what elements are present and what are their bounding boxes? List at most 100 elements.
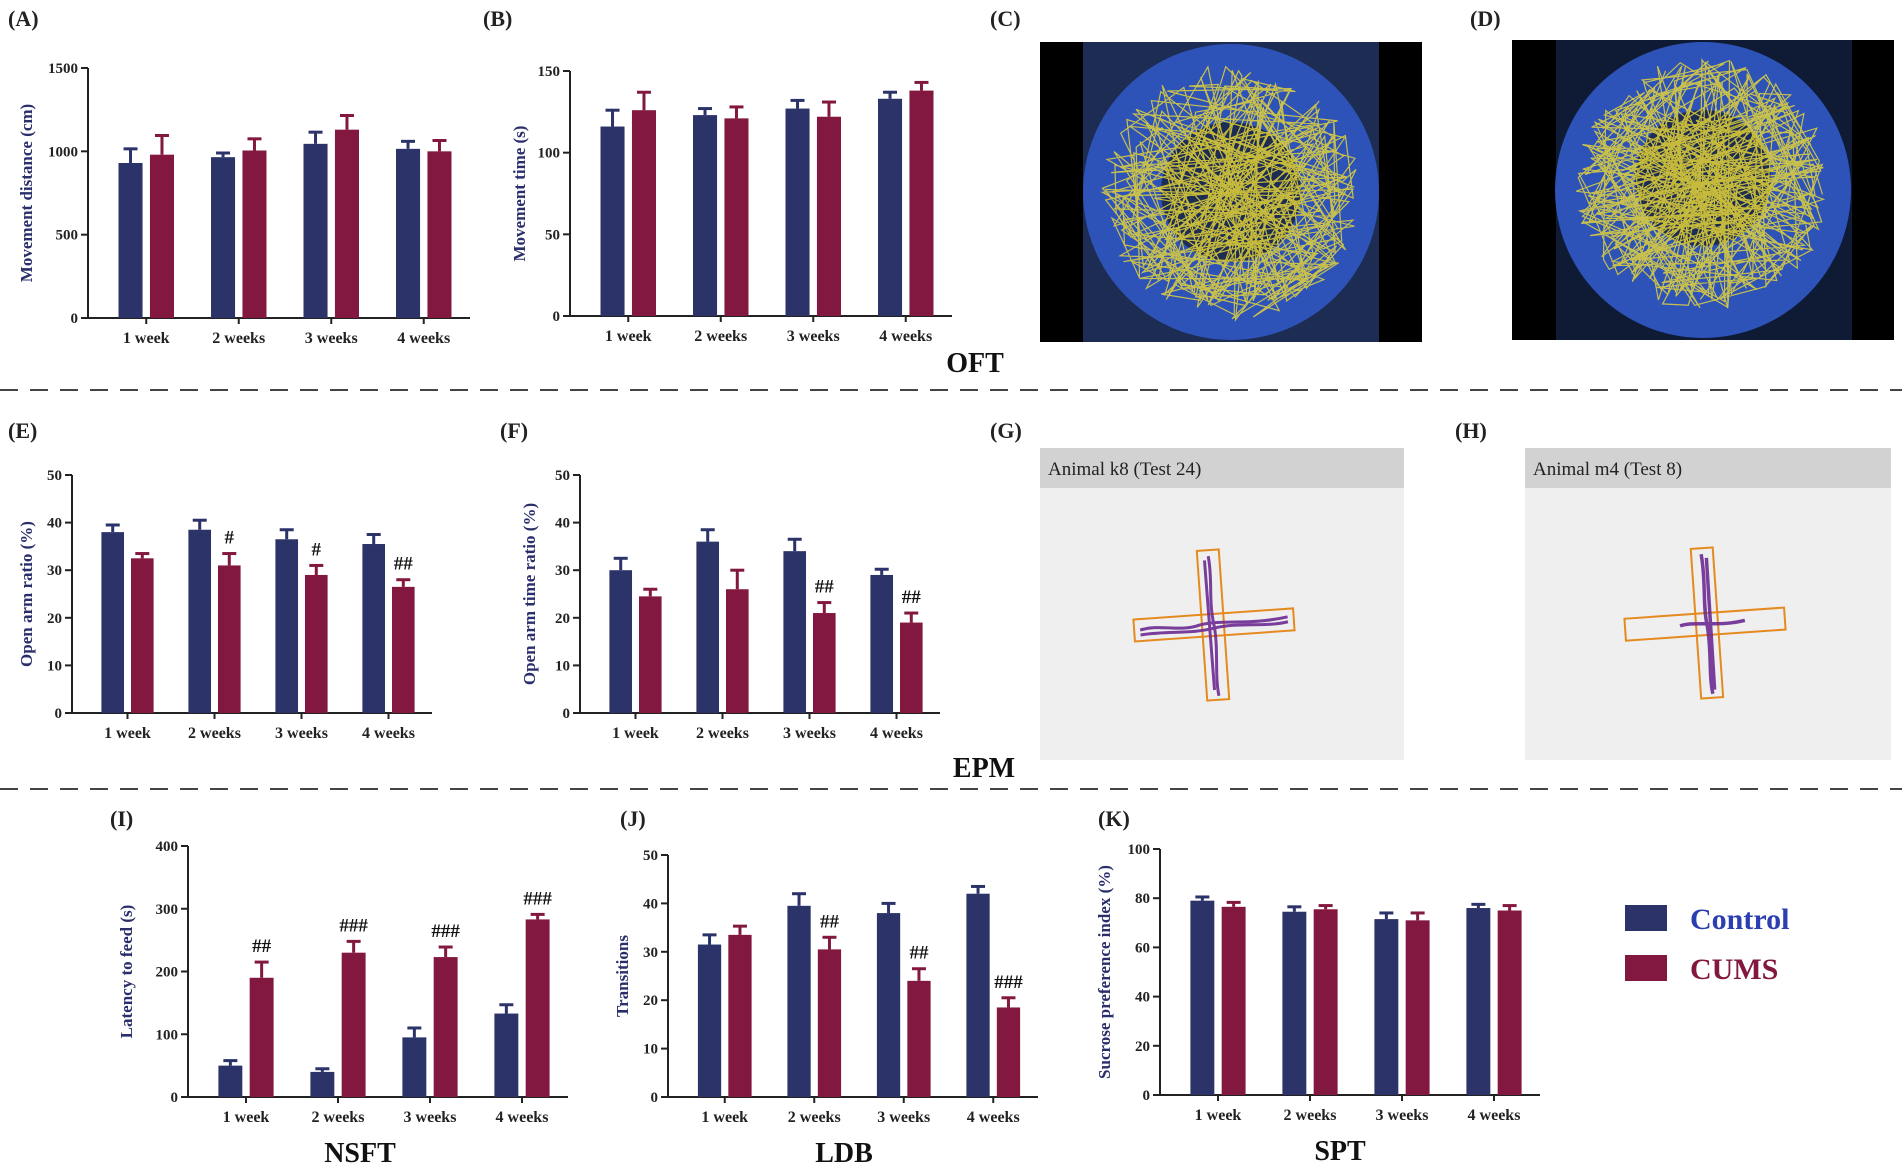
y-tick-label: 300 (156, 902, 179, 918)
bar-control (1282, 911, 1307, 1095)
y-tick-label: 500 (56, 228, 79, 244)
x-tick-label: 1 week (223, 1109, 270, 1126)
significance-marker: # (225, 528, 235, 549)
x-tick-label: 1 week (104, 725, 151, 742)
bar-control (783, 551, 807, 713)
section-title-nsft: NSFT (324, 1138, 396, 1169)
section-title-ldb: LDB (815, 1138, 873, 1169)
y-tick-label: 50 (643, 848, 658, 864)
bar-control (310, 1071, 335, 1097)
maze-title-bar (1525, 448, 1891, 488)
bar-control (785, 108, 810, 316)
bar-cums (724, 118, 749, 316)
bar-cums (909, 90, 934, 316)
movement-track (1575, 57, 1826, 309)
x-tick-label: 2 weeks (788, 1109, 841, 1126)
x-tick-label: 4 weeks (967, 1109, 1020, 1126)
bar-control (600, 126, 625, 317)
y-tick-label: 40 (555, 516, 570, 532)
bar-control (402, 1037, 427, 1097)
x-tick-label: 1 week (605, 328, 652, 345)
bar-control (696, 541, 720, 713)
bar-control (211, 157, 236, 318)
bar-control (275, 539, 299, 713)
bar-cums (812, 613, 836, 713)
bar-control (362, 544, 386, 713)
panel-label: (B) (483, 6, 512, 31)
panel-label-h: (H) (1455, 418, 1487, 443)
y-tick-label: 10 (555, 658, 570, 674)
chart-f-open-arm-time-ratio: (F) 0 10 20 30 40 50 Open arm time ratio (%) 1 w… (500, 418, 940, 742)
bar-control (966, 893, 990, 1097)
panel-label: (E) (8, 418, 37, 443)
significance-marker: # (312, 539, 322, 560)
bar-cums (907, 980, 931, 1097)
y-tick-label: 50 (555, 468, 570, 484)
animal-track (1679, 553, 1746, 695)
bar-cums (899, 622, 923, 713)
bar-cums (1497, 910, 1522, 1095)
y-tick-label: 40 (1135, 990, 1150, 1006)
significance-marker: ## (820, 911, 840, 932)
plus-maze-image-h: (H) Animal m4 (Test 8) (1455, 418, 1891, 760)
legend-label-cums: CUMS (1690, 953, 1778, 986)
y-axis-label: Transitions (613, 935, 632, 1017)
bar-cums (817, 949, 842, 1097)
y-tick-label: 100 (1128, 842, 1151, 858)
section-title-spt: SPT (1314, 1136, 1366, 1167)
y-axis-label: Open arm time ratio (%) (520, 503, 539, 685)
y-tick-label: 400 (156, 839, 179, 855)
bar-control (218, 1065, 243, 1097)
maze-title: Animal m4 (Test 8) (1533, 459, 1682, 480)
bar-control (876, 913, 901, 1097)
x-tick-label: 1 week (123, 330, 170, 347)
significance-marker: ### (994, 972, 1023, 993)
bar-control (118, 163, 143, 318)
x-tick-label: 2 weeks (312, 1109, 365, 1126)
significance-marker: ### (431, 921, 460, 942)
bar-control (787, 905, 811, 1097)
x-tick-label: 3 weeks (783, 725, 836, 742)
x-tick-label: 1 week (1195, 1107, 1242, 1124)
x-tick-label: 1 week (701, 1109, 748, 1126)
y-tick-label: 30 (47, 563, 62, 579)
x-tick-label: 4 weeks (1468, 1107, 1521, 1124)
section-title-oft: OFT (946, 348, 1004, 379)
bar-control (697, 944, 722, 1097)
y-tick-label: 0 (651, 1090, 659, 1106)
bar-cums (130, 558, 154, 713)
y-tick-label: 0 (1143, 1088, 1151, 1104)
y-tick-label: 1500 (48, 61, 78, 77)
panel-label-g: (G) (990, 418, 1022, 443)
x-tick-label: 4 weeks (397, 330, 450, 347)
chart-i-latency-to-feed: (I) 0 100 200 300 400 Latency to feed (s) 1 wee… (110, 806, 568, 1126)
y-tick-label: 0 (55, 706, 63, 722)
y-tick-label: 50 (47, 468, 62, 484)
significance-marker: ## (909, 943, 929, 964)
y-tick-label: 50 (545, 227, 560, 243)
panel-label: (F) (500, 418, 528, 443)
maze-title: Animal k8 (Test 24) (1048, 459, 1201, 480)
y-tick-label: 10 (47, 658, 62, 674)
panel-label-d: (D) (1470, 6, 1501, 31)
x-tick-label: 4 weeks (870, 725, 923, 742)
x-tick-label: 1 week (612, 725, 659, 742)
bar-cums (996, 1007, 1021, 1097)
bar-cums (1221, 906, 1246, 1095)
y-tick-label: 40 (47, 516, 62, 532)
x-tick-label: 3 weeks (877, 1109, 930, 1126)
bar-cums (149, 154, 174, 318)
bar-cums (427, 151, 452, 318)
y-tick-label: 20 (643, 993, 658, 1009)
y-tick-label: 150 (538, 64, 561, 80)
bar-cums (638, 596, 662, 713)
significance-marker: ## (252, 936, 272, 957)
bar-cums (816, 116, 841, 316)
x-tick-label: 2 weeks (694, 328, 747, 345)
panel-label: (K) (1098, 806, 1130, 831)
panel-label: (A) (8, 6, 39, 31)
y-tick-label: 80 (1135, 891, 1150, 907)
x-tick-label: 3 weeks (305, 330, 358, 347)
bar-control (303, 143, 328, 318)
bar-control (188, 529, 212, 713)
